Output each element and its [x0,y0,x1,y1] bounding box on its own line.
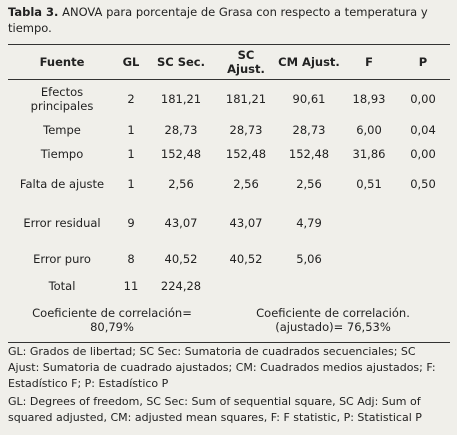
value-cell: 2,56 [168,177,194,191]
value-cell: 1 [127,123,135,137]
value-cell [396,202,450,244]
value-cell [342,244,396,274]
value-cell: 43,07 [164,216,198,230]
table-row: Falta de ajuste 1 2,56 2,56 2,56 0,51 0,50 [8,166,450,202]
value-cell: 152,48 [225,147,267,161]
value-cell: 2 [127,92,135,106]
anova-table: Fuente GL SC Sec. SC Ajust. CM Ajust. F P Efec… [8,44,450,343]
table-row: Error puro 8 40,52 40,52 5,06 [8,244,450,274]
table-row: Tempe 1 28,73 28,73 28,73 6,00 0,04 [8,118,450,142]
table-row: Tiempo 1 152,48 152,48 152,48 31,86 0,00 [8,142,450,166]
value-cell: 9 [127,216,135,230]
value-cell: 8 [127,252,135,266]
source-cell: Error puro [33,252,91,266]
source-cell: Tiempo [40,147,84,161]
header-cell: Fuente [8,44,116,80]
value-cell: 0,00 [410,92,436,106]
table-row: Total 11 224,28 [8,274,450,298]
header-row: Fuente GL SC Sec. SC Ajust. CM Ajust. F P [8,44,450,80]
source-cell: Efectos principales [30,85,94,113]
source-cell: Falta de ajuste [19,177,105,191]
source-cell: Error residual [23,216,101,230]
value-cell [276,274,342,298]
value-cell [396,244,450,274]
table-body: Efectos principales 2 181,21 181,21 90,61 18,… [8,80,450,343]
value-cell [342,274,396,298]
caption: Tabla 3. ANOVA para porcentaje de Grasa … [8,4,450,36]
value-cell: 28,73 [164,123,198,137]
value-cell: 0,51 [356,177,382,191]
value-cell: 1 [127,147,135,161]
source-cell: Total [48,279,76,293]
value-cell: 90,61 [292,92,326,106]
caption-text: ANOVA para porcentaje de Grasa con respe… [8,5,428,35]
value-cell: 152,48 [160,147,202,161]
value-cell [396,274,450,298]
value-cell: 11 [123,279,139,293]
caption-label: Tabla 3. [8,5,59,19]
header-cell: SC Ajust. [216,44,276,80]
value-cell: 5,06 [296,252,322,266]
value-cell [216,274,276,298]
note-en: GL: Degrees of freedom, SC Sec: Sum of s… [8,395,422,424]
header-cell: F [342,44,396,80]
value-cell [342,202,396,244]
value-cell: 40,52 [164,252,198,266]
value-cell: 6,00 [356,123,382,137]
value-cell: 2,56 [296,177,322,191]
value-cell: 28,73 [229,123,263,137]
value-cell: 40,52 [229,252,263,266]
header-cell: GL [116,44,146,80]
value-cell: 43,07 [229,216,263,230]
source-cell: Tempe [43,123,81,137]
value-cell: 4,79 [296,216,322,230]
value-cell: 31,86 [352,147,386,161]
value-cell: 0,50 [410,177,436,191]
value-cell: 1 [127,177,135,191]
correlation-cell: Coeficiente de correlación. (ajustado)= … [216,298,450,343]
note-es: GL: Grados de libertad; SC Sec: Sumatori… [8,345,436,390]
value-cell: 18,93 [352,92,386,106]
value-cell: 0,00 [410,147,436,161]
correlation-row: Coeficiente de correlación= 80,79% Coefic… [8,298,450,343]
value-cell: 28,73 [292,123,326,137]
correlation-cell: Coeficiente de correlación= 80,79% [8,298,216,343]
table-row: Error residual 9 43,07 43,07 4,79 [8,202,450,244]
value-cell: 0,04 [410,123,436,137]
value-cell: 181,21 [160,92,202,106]
header-cell: P [396,44,450,80]
value-cell: 2,56 [233,177,259,191]
value-cell: 181,21 [225,92,267,106]
table-row: Efectos principales 2 181,21 181,21 90,61 18,… [8,80,450,119]
header-cell: CM Ajust. [276,44,342,80]
value-cell: 152,48 [288,147,330,161]
header-cell: SC Sec. [146,44,216,80]
value-cell: 224,28 [160,279,202,293]
